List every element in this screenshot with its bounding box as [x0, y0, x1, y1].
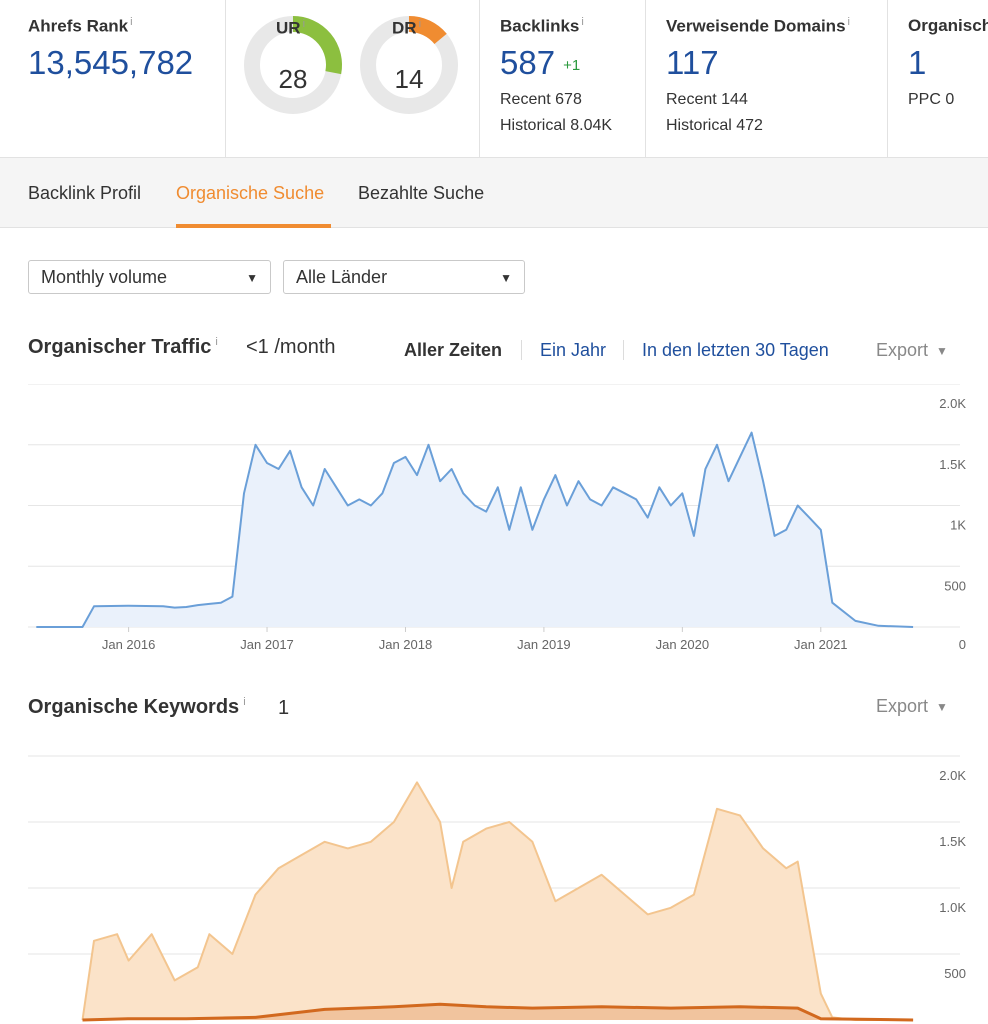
info-icon[interactable]: i: [581, 16, 584, 28]
ppc-value: PPC 0: [908, 91, 955, 108]
backlinks-metric: Backlinks i 587 +1 Recent 678 Historical 8…: [500, 0, 640, 158]
dr-gauge: DR i 14: [360, 14, 470, 124]
country-select[interactable]: Alle Länder ▼: [283, 260, 525, 294]
volume-select[interactable]: Monthly volume ▼: [28, 260, 271, 294]
x-tick-label: Jan 2021: [794, 637, 848, 652]
info-icon[interactable]: i: [418, 18, 422, 30]
keywords-value: 1: [278, 697, 290, 719]
divider: [225, 0, 226, 158]
range-last-30-days[interactable]: In den letzten 30 Tagen: [642, 340, 829, 360]
info-icon[interactable]: i: [130, 16, 133, 28]
traffic-title-text: Organischer Traffic: [28, 336, 212, 358]
tab-organische-suche[interactable]: Organische Suche: [176, 183, 325, 203]
divider: [645, 0, 646, 158]
y-tick-label: 1.0K: [939, 900, 966, 915]
traffic-export-button[interactable]: Export ▼: [876, 340, 948, 361]
organic-metric: Organisch 1 PPC 0: [908, 0, 988, 158]
traffic-chart-svg: 2.0K 1.5K 1K 500 0 Jan 2016 Jan 2017 Jan 2018 Ja…: [28, 384, 966, 652]
export-label: Export: [876, 696, 929, 716]
y-tick-label: 2.0K: [939, 396, 966, 411]
caret-down-icon: ▼: [246, 271, 258, 285]
x-tick-label: Jan 2020: [656, 637, 710, 652]
y-tick-label: 500: [944, 966, 966, 981]
export-label: Export: [876, 340, 929, 360]
ur-gauge-ring: [244, 16, 342, 114]
referring-domains-value[interactable]: 117: [666, 44, 719, 81]
y-tick-label: 500: [944, 578, 966, 593]
series-line: [82, 1002, 914, 1022]
range-one-year[interactable]: Ein Jahr: [540, 340, 607, 360]
divider: [521, 340, 522, 360]
keywords-chart: 2.0K 1.5K 1.0K 500: [28, 754, 988, 1024]
dr-value: 14: [394, 64, 424, 94]
ahrefs-rank-value: 13,545,782: [28, 44, 194, 81]
backlinks-delta: +1: [563, 56, 581, 74]
tab-backlink-profil[interactable]: Backlink Profil: [28, 183, 142, 203]
keywords-title-text: Organische Keywords: [28, 696, 240, 718]
caret-down-icon: ▼: [500, 271, 512, 285]
y-tick-label: 1.5K: [939, 834, 966, 849]
backlinks-label: Backlinks: [500, 16, 580, 36]
referring-domains-historical: Historical 472: [666, 117, 763, 134]
series-area: [82, 782, 914, 1020]
traffic-chart: 2.0K 1.5K 1K 500 0 Jan 2016 Jan 2017 Jan 2018 Ja…: [28, 384, 988, 660]
active-tab-indicator: [176, 224, 331, 228]
ur-gauge: UR i 28: [244, 14, 354, 124]
info-icon[interactable]: i: [302, 18, 306, 30]
dr-gauge-arc: [408, 16, 447, 45]
info-icon[interactable]: i: [847, 16, 850, 28]
ur-gauge-arc: [292, 16, 342, 75]
ur-value: 28: [278, 64, 308, 94]
range-all-time[interactable]: Aller Zeiten: [404, 340, 503, 360]
country-select-value: Alle Länder: [296, 267, 388, 287]
referring-domains-metric: Verweisende Domains i 117 Recent 144 Hist…: [666, 0, 876, 158]
referring-domains-recent: Recent 144: [666, 91, 748, 108]
ahrefs-rank-metric: Ahrefs Rank i 13,545,782: [28, 0, 218, 158]
x-tick-label: Jan 2018: [379, 637, 433, 652]
traffic-title: Organischer Traffic i: [28, 336, 218, 359]
info-icon[interactable]: i: [243, 696, 246, 709]
y-tick-label: 2.0K: [939, 768, 966, 783]
x-tick-label: Jan 2017: [240, 637, 294, 652]
series-line: [36, 431, 914, 628]
keywords-export-button[interactable]: Export ▼: [876, 696, 948, 717]
dr-gauge-ring: [360, 16, 458, 114]
organic-value[interactable]: 1: [908, 44, 927, 81]
volume-select-value: Monthly volume: [41, 267, 168, 287]
caret-down-icon: ▼: [936, 344, 948, 359]
ahrefs-rank-label: Ahrefs Rank: [28, 16, 129, 36]
info-icon[interactable]: i: [215, 336, 218, 349]
tab-bezahlte-suche[interactable]: Bezahlte Suche: [358, 183, 485, 203]
backlinks-recent: Recent 678: [500, 91, 582, 108]
backlinks-value[interactable]: 587: [500, 44, 556, 81]
traffic-value: <1 /month: [246, 336, 336, 358]
series-line: [81, 781, 914, 1021]
y-tick-label: 0: [959, 637, 966, 652]
y-tick-label: 1K: [950, 518, 966, 533]
dr-label: DR: [392, 18, 417, 38]
backlinks-historical: Historical 8.04K: [500, 117, 613, 134]
x-tick-label: Jan 2016: [102, 637, 156, 652]
x-tick-label: Jan 2019: [517, 637, 571, 652]
section-tabs: Backlink Profil Organische Suche Bezahlt…: [0, 158, 988, 228]
metrics-bar: Ahrefs Rank i 13,545,782 UR i 28 DR i 14 Ba…: [0, 0, 988, 158]
y-tick-label: 1.5K: [939, 457, 966, 472]
keywords-chart-svg: 2.0K 1.5K 1.0K 500: [28, 755, 966, 1022]
ur-label: UR: [276, 18, 301, 38]
series-area: [36, 432, 914, 627]
organic-label: Organisch: [908, 16, 988, 35]
keywords-title: Organische Keywords i: [28, 696, 246, 719]
referring-domains-label: Verweisende Domains: [666, 16, 846, 36]
divider: [623, 340, 624, 360]
divider: [479, 0, 480, 158]
caret-down-icon: ▼: [936, 700, 948, 715]
divider: [887, 0, 888, 158]
